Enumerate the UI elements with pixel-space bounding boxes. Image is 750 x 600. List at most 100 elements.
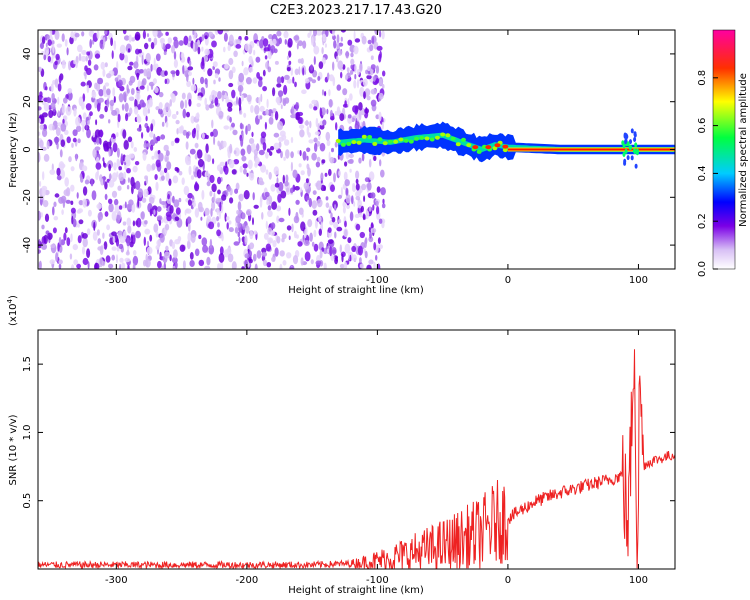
noise-blob xyxy=(214,73,219,79)
noise-blob xyxy=(229,125,232,131)
noise-blob xyxy=(204,170,209,177)
noise-blob xyxy=(91,90,97,99)
noise-blob xyxy=(310,64,314,71)
signal-blob xyxy=(393,139,399,144)
noise-blob xyxy=(343,261,348,269)
noise-blob xyxy=(160,265,165,269)
noise-blob xyxy=(159,233,165,243)
noise-blob xyxy=(243,168,247,175)
noise-blob xyxy=(75,61,78,69)
noise-blob xyxy=(57,242,60,252)
noise-blob xyxy=(340,71,343,79)
noise-blob xyxy=(57,83,62,92)
noise-blob xyxy=(87,209,92,217)
noise-blob xyxy=(276,236,281,244)
noise-blob xyxy=(265,220,268,230)
signal-blob xyxy=(450,136,456,141)
noise-blob xyxy=(196,149,203,159)
noise-blob xyxy=(39,180,42,187)
noise-blob xyxy=(361,35,367,45)
noise-blob xyxy=(211,183,217,193)
noise-blob xyxy=(259,105,265,112)
noise-blob xyxy=(100,61,106,70)
noise-blob xyxy=(268,116,274,125)
noise-blob xyxy=(204,207,210,216)
noise-blob xyxy=(190,175,195,180)
noise-blob xyxy=(68,156,72,163)
noise-blob xyxy=(339,244,342,253)
noise-blob xyxy=(369,231,372,239)
noise-blob xyxy=(196,130,199,141)
noise-blob xyxy=(56,43,62,48)
noise-blob xyxy=(171,113,177,120)
colorbar-tick-label: 0.2 xyxy=(697,213,708,229)
noise-blob xyxy=(190,84,197,92)
noise-blob xyxy=(353,45,359,55)
noise-blob xyxy=(228,227,234,233)
noise-blob xyxy=(370,227,377,234)
noise-blob xyxy=(289,266,294,269)
noise-blob xyxy=(84,179,90,185)
noise-blob xyxy=(363,91,366,100)
noise-blob xyxy=(339,113,345,122)
noise-blob xyxy=(151,155,155,160)
noise-blob xyxy=(208,244,215,255)
noise-blob xyxy=(216,229,222,237)
noise-blob xyxy=(80,176,84,183)
noise-blob xyxy=(165,150,170,157)
noise-blob xyxy=(47,55,51,63)
noise-blob xyxy=(279,263,283,269)
noise-blob xyxy=(366,75,372,80)
noise-blob xyxy=(133,106,139,115)
spectrogram-x-tick-label: -200 xyxy=(236,275,259,286)
noise-blob xyxy=(178,40,184,46)
noise-blob xyxy=(259,39,264,49)
noise-blob xyxy=(276,177,279,185)
noise-blob xyxy=(150,63,153,72)
noise-blob xyxy=(311,241,315,247)
noise-blob xyxy=(235,96,239,105)
noise-blob xyxy=(354,74,357,80)
noise-blob xyxy=(228,34,234,45)
noise-blob xyxy=(87,261,90,269)
noise-blob xyxy=(189,252,194,260)
noise-blob xyxy=(38,249,41,254)
noise-blob xyxy=(294,186,300,191)
noise-blob xyxy=(116,132,119,138)
noise-blob xyxy=(256,157,260,165)
noise-blob xyxy=(243,112,247,118)
signal-blob xyxy=(382,141,388,146)
noise-blob xyxy=(147,108,150,114)
noise-blob xyxy=(313,106,318,111)
signal-band-outer xyxy=(338,121,675,163)
noise-blob xyxy=(238,236,241,244)
noise-blob xyxy=(197,95,202,101)
noise-blob xyxy=(323,247,328,255)
noise-blob xyxy=(185,131,190,139)
snr-x-tick-label: 0 xyxy=(505,575,511,586)
noise-blob xyxy=(119,85,125,92)
signal-blob xyxy=(335,138,341,143)
noise-blob xyxy=(43,54,47,61)
noise-blob xyxy=(39,139,44,149)
noise-blob xyxy=(204,48,210,56)
snr-x-tick-label: 100 xyxy=(629,575,648,586)
noise-blob xyxy=(341,253,344,263)
noise-blob xyxy=(123,140,129,150)
noise-blob xyxy=(187,199,192,206)
noise-blob xyxy=(217,263,221,269)
noise-blob xyxy=(277,90,284,97)
noise-blob xyxy=(276,215,280,224)
spectrogram-x-ticks: -300 -200 -100 0 100 xyxy=(105,30,648,286)
noise-blob xyxy=(135,92,141,101)
snr-scale-exponent: 4 xyxy=(6,298,14,303)
noise-blob xyxy=(194,181,198,191)
noise-blob xyxy=(82,124,85,133)
noise-blob xyxy=(130,88,135,95)
noise-blob xyxy=(302,151,307,161)
noise-blob xyxy=(158,152,164,162)
snr-y-scale-factor: (x104) xyxy=(6,295,19,326)
noise-blob xyxy=(370,88,377,95)
noise-blob xyxy=(269,151,273,157)
noise-blob xyxy=(196,102,201,108)
